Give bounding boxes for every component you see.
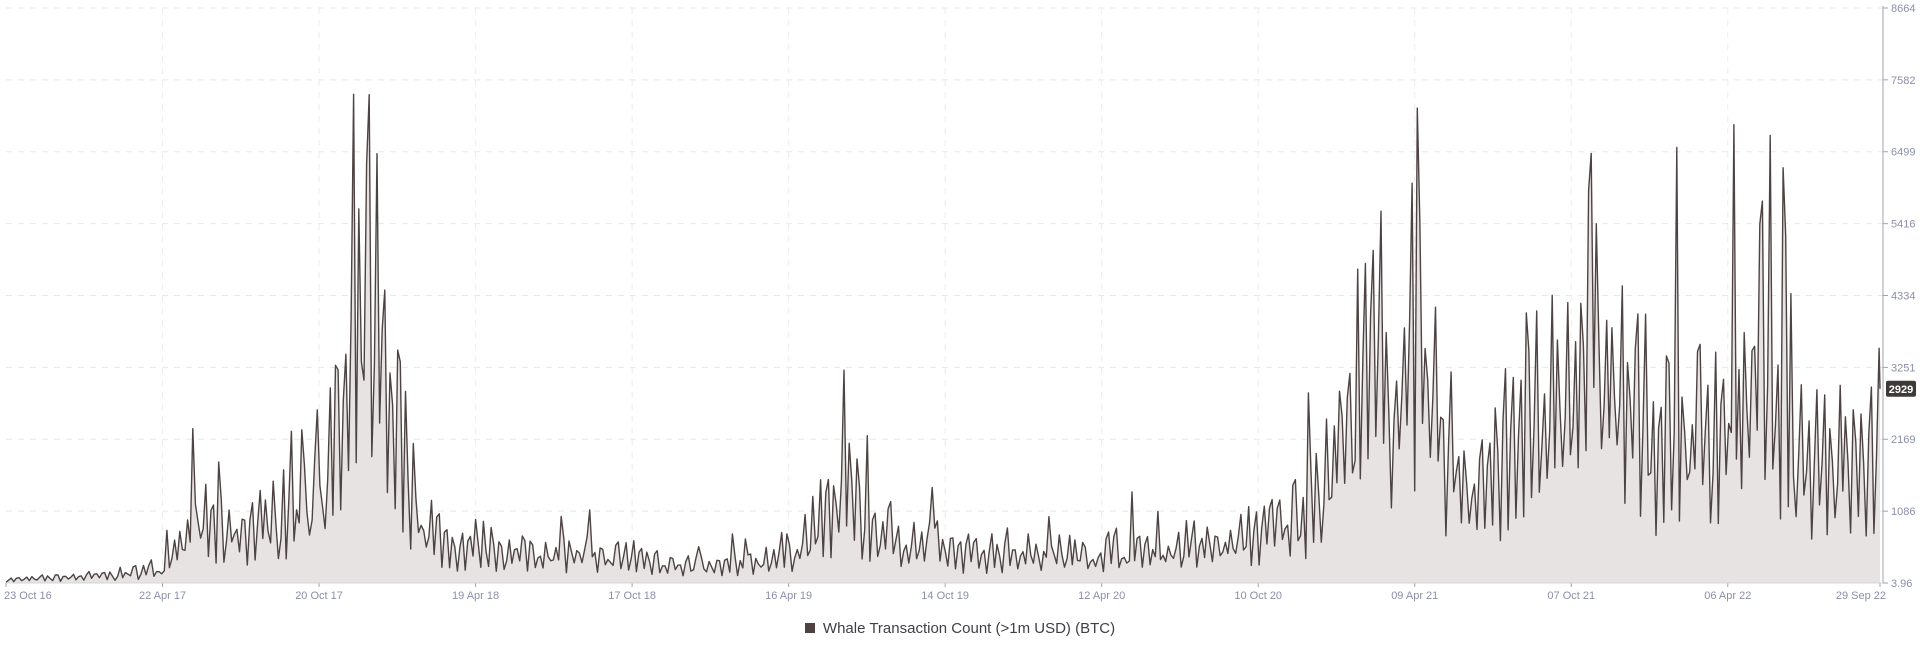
x-tick-label: 20 Oct 17 (295, 590, 343, 602)
y-tick-label: 2169 (1891, 434, 1915, 446)
x-tick-label: 19 Apr 18 (452, 590, 499, 602)
y-tick-label: 1086 (1891, 506, 1915, 518)
x-tick-label: 17 Oct 18 (608, 590, 656, 602)
axis-layer: 3.96 1086 2169 3251 4334 5416 6499 7582 8664 23 O… (4, 3, 1916, 602)
x-tick-label: 10 Oct 20 (1234, 590, 1282, 602)
last-value-label: 2929 (1889, 384, 1913, 396)
legend-label: Whale Transaction Count (>1m USD) (BTC) (822, 619, 1116, 637)
legend[interactable]: Whale Transaction Count (>1m USD) (BTC) (0, 616, 1920, 640)
y-tick-label: 3.96 (1891, 578, 1912, 590)
y-tick-label: 6499 (1891, 147, 1915, 159)
x-tick-label: 22 Apr 17 (139, 590, 186, 602)
x-tick-label: 06 Apr 22 (1704, 590, 1751, 602)
x-tick-label: 16 Apr 19 (765, 590, 812, 602)
x-tick-label: 29 Sep 22 (1836, 590, 1886, 602)
x-tick-label: 12 Apr 20 (1078, 590, 1125, 602)
last-value-badge (1886, 380, 1916, 397)
y-tick-label: 5416 (1891, 219, 1915, 231)
legend-swatch-icon (804, 623, 815, 633)
series-line (5, 93, 1881, 583)
y-tick-label: 3251 (1891, 362, 1915, 374)
x-tick-label: 07 Oct 21 (1547, 590, 1595, 602)
y-tick-label: 4334 (1891, 290, 1915, 302)
line-layer (5, 93, 1881, 583)
x-tick-label: 23 Oct 16 (4, 590, 52, 602)
x-tick-label: 14 Oct 19 (921, 590, 969, 602)
y-tick-label: 8664 (1891, 3, 1915, 15)
x-tick-label: 09 Apr 21 (1391, 590, 1438, 602)
y-tick-label: 7582 (1891, 75, 1915, 87)
